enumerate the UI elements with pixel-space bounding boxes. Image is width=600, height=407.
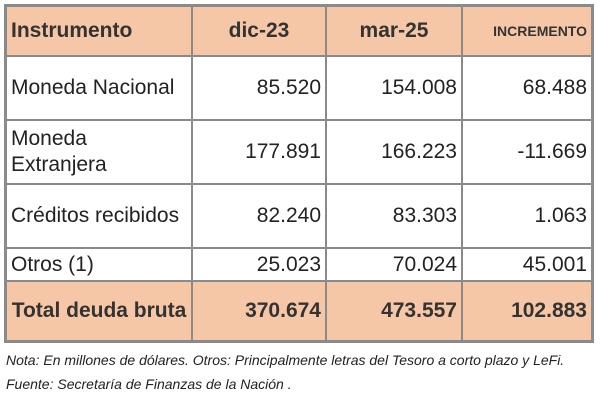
row-label: Moneda Nacional [4,55,193,121]
cell: INCREMENTO [461,4,594,57]
cell: 1.063 [461,183,594,249]
cell: 70.024 [325,247,463,282]
row-label: Otros (1) [4,247,193,282]
cell: 166.223 [325,119,463,185]
row-label: Moneda Extranjera [4,119,193,185]
cell: 102.883 [461,280,594,343]
cell: 25.023 [191,247,327,282]
cell: 177.891 [191,119,327,185]
cell: 85.520 [191,55,327,121]
cell: 370.674 [191,280,327,343]
row-label: Total deuda bruta [4,280,193,343]
table-row: Moneda Nacional 85.520 154.008 68.488 [4,55,594,121]
cell: mar-25 [325,4,463,57]
cell: 83.303 [325,183,463,249]
table-body: Instrumento dic-23 mar-25 INCREMENTO Moneda … [4,4,594,343]
table-row: Total deuda bruta 370.674 473.557 102.883 [4,280,594,343]
row-label: Créditos recibidos [4,183,193,249]
row-label: Instrumento [4,4,193,57]
debt-table: Instrumento dic-23 mar-25 INCREMENTO Moneda … [4,4,594,343]
table-row: Otros (1) 25.023 70.024 45.001 [4,247,594,282]
cell: 154.008 [325,55,463,121]
table-row: Créditos recibidos 82.240 83.303 1.063 [4,183,594,249]
cell: dic-23 [191,4,327,57]
cell: 45.001 [461,247,594,282]
note: Nota: En millones de dólares. Otros: Pri… [6,352,565,392]
cell: -11.669 [461,119,594,185]
cell: 68.488 [461,55,594,121]
cell: 473.557 [325,280,463,343]
cell: 82.240 [191,183,327,249]
table-row: Instrumento dic-23 mar-25 INCREMENTO [4,4,594,57]
table-row: Moneda Extranjera 177.891 166.223 -11.669 [4,119,594,185]
